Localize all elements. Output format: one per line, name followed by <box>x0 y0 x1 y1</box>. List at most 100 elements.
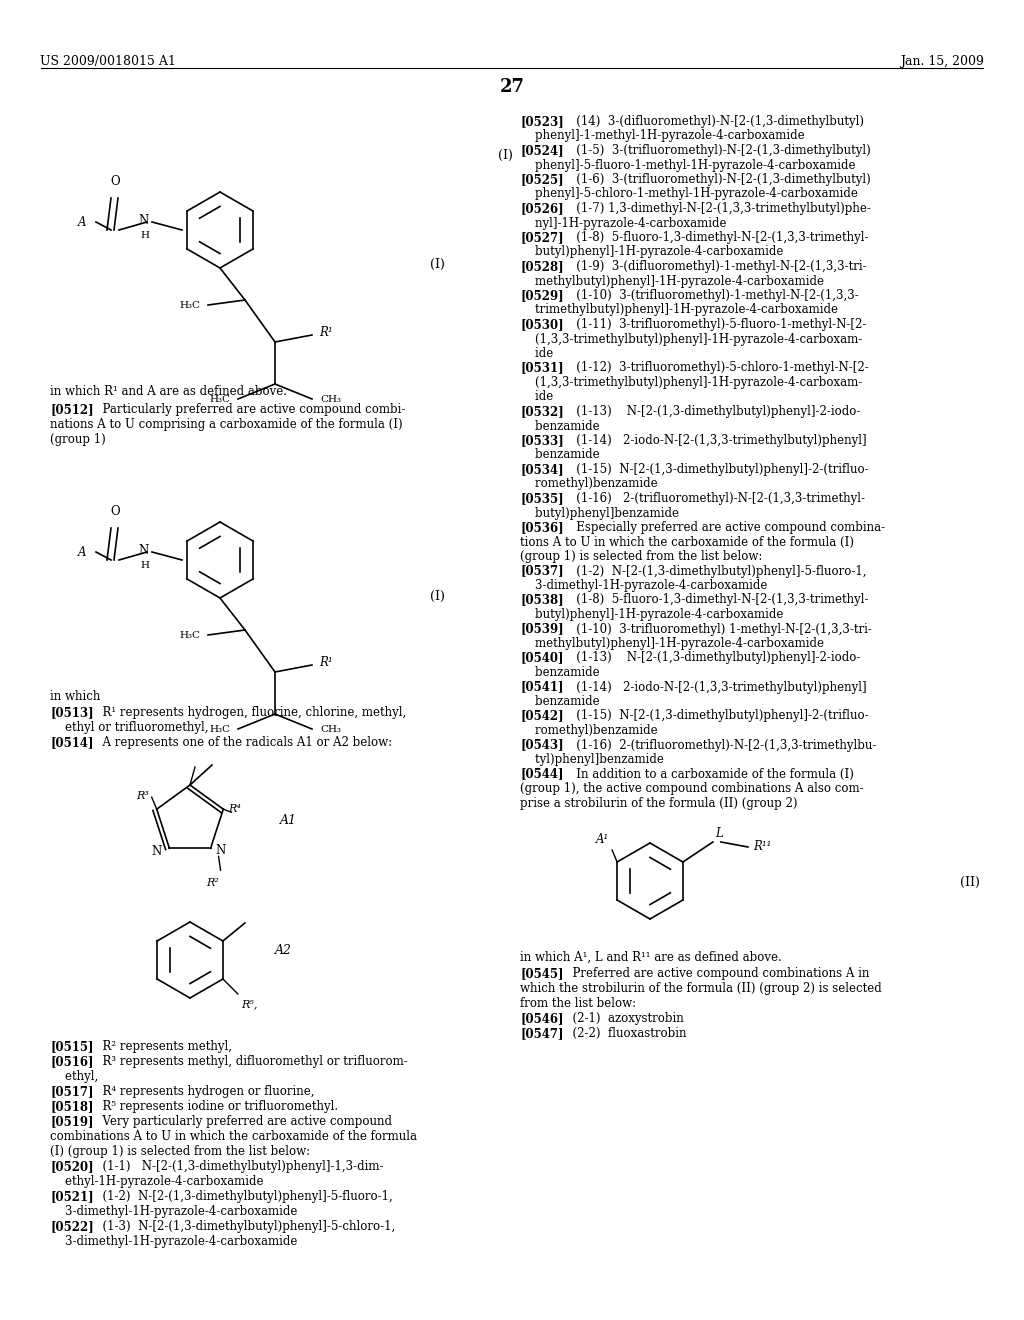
Text: O: O <box>111 176 120 187</box>
Text: A represents one of the radicals A1 or A2 below:: A represents one of the radicals A1 or A… <box>95 737 392 748</box>
Text: [0534]: [0534] <box>520 463 563 477</box>
Text: butyl)phenyl]-1H-pyrazole-4-carboxamide: butyl)phenyl]-1H-pyrazole-4-carboxamide <box>520 246 783 259</box>
Text: ethyl or trifluoromethyl,: ethyl or trifluoromethyl, <box>50 721 209 734</box>
Text: (1-16)  2-(trifluoromethyl)-N-[2-(1,3,3-trimethylbu-: (1-16) 2-(trifluoromethyl)-N-[2-(1,3,3-t… <box>565 738 877 751</box>
Text: R³: R³ <box>136 791 148 801</box>
Text: CH₃: CH₃ <box>319 725 341 734</box>
Text: ide: ide <box>520 391 553 404</box>
Text: (1-13)    N-[2-(1,3-dimethylbutyl)phenyl]-2-iodo-: (1-13) N-[2-(1,3-dimethylbutyl)phenyl]-2… <box>565 405 860 418</box>
Text: in which: in which <box>50 690 100 704</box>
Text: In addition to a carboxamide of the formula (I): In addition to a carboxamide of the form… <box>565 767 854 780</box>
Text: [0544]: [0544] <box>520 767 563 780</box>
Text: benzamide: benzamide <box>520 696 600 708</box>
Text: [0520]: [0520] <box>50 1160 93 1173</box>
Text: phenyl]-1-methyl-1H-pyrazole-4-carboxamide: phenyl]-1-methyl-1H-pyrazole-4-carboxami… <box>520 129 805 143</box>
Text: R¹: R¹ <box>319 326 333 338</box>
Text: Particularly preferred are active compound combi-: Particularly preferred are active compou… <box>95 403 406 416</box>
Text: N: N <box>216 843 226 857</box>
Text: ethyl-1H-pyrazole-4-carboxamide: ethyl-1H-pyrazole-4-carboxamide <box>50 1175 263 1188</box>
Text: [0537]: [0537] <box>520 565 563 578</box>
Text: methylbutyl)phenyl]-1H-pyrazole-4-carboxamide: methylbutyl)phenyl]-1H-pyrazole-4-carbox… <box>520 275 824 288</box>
Text: ethyl,: ethyl, <box>50 1071 98 1082</box>
Text: (group 1): (group 1) <box>50 433 105 446</box>
Text: H₃C: H₃C <box>209 395 230 404</box>
Text: [0538]: [0538] <box>520 594 563 606</box>
Text: (1-6)  3-(trifluoromethyl)-N-[2-(1,3-dimethylbutyl): (1-6) 3-(trifluoromethyl)-N-[2-(1,3-dime… <box>565 173 870 186</box>
Text: R¹: R¹ <box>319 656 333 668</box>
Text: (1-16)   2-(trifluoromethyl)-N-[2-(1,3,3-trimethyl-: (1-16) 2-(trifluoromethyl)-N-[2-(1,3,3-t… <box>565 492 865 506</box>
Text: tions A to U in which the carboxamide of the formula (I): tions A to U in which the carboxamide of… <box>520 536 854 549</box>
Text: US 2009/0018015 A1: US 2009/0018015 A1 <box>40 55 176 69</box>
Text: [0513]: [0513] <box>50 706 93 719</box>
Text: CH₃: CH₃ <box>319 395 341 404</box>
Text: [0540]: [0540] <box>520 652 563 664</box>
Text: (I): (I) <box>430 590 444 603</box>
Text: (I): (I) <box>498 149 513 162</box>
Text: phenyl]-5-fluoro-1-methyl-1H-pyrazole-4-carboxamide: phenyl]-5-fluoro-1-methyl-1H-pyrazole-4-… <box>520 158 855 172</box>
Text: (1-13)    N-[2-(1,3-dimethylbutyl)phenyl]-2-iodo-: (1-13) N-[2-(1,3-dimethylbutyl)phenyl]-2… <box>565 652 860 664</box>
Text: Very particularly preferred are active compound: Very particularly preferred are active c… <box>95 1115 392 1129</box>
Text: A: A <box>78 545 86 558</box>
Text: 3-dimethyl-1H-pyrazole-4-carboxamide: 3-dimethyl-1H-pyrazole-4-carboxamide <box>50 1236 297 1247</box>
Text: [0533]: [0533] <box>520 434 564 447</box>
Text: (1-14)   2-iodo-N-[2-(1,3,3-trimethylbutyl)phenyl]: (1-14) 2-iodo-N-[2-(1,3,3-trimethylbutyl… <box>565 681 866 693</box>
Text: Especially preferred are active compound combina-: Especially preferred are active compound… <box>565 521 885 535</box>
Text: H₃C: H₃C <box>209 725 230 734</box>
Text: (1-9)  3-(difluoromethyl)-1-methyl-N-[2-(1,3,3-tri-: (1-9) 3-(difluoromethyl)-1-methyl-N-[2-(… <box>565 260 866 273</box>
Text: romethyl)benzamide: romethyl)benzamide <box>520 478 657 491</box>
Text: [0514]: [0514] <box>50 737 93 748</box>
Text: [0532]: [0532] <box>520 405 564 418</box>
Text: (1-8)  5-fluoro-1,3-dimethyl-N-[2-(1,3,3-trimethyl-: (1-8) 5-fluoro-1,3-dimethyl-N-[2-(1,3,3-… <box>565 594 868 606</box>
Text: A: A <box>78 215 86 228</box>
Text: [0524]: [0524] <box>520 144 563 157</box>
Text: N: N <box>152 845 162 858</box>
Text: (2-2)  fluoxastrobin: (2-2) fluoxastrobin <box>565 1027 686 1040</box>
Text: combinations A to U in which the carboxamide of the formula: combinations A to U in which the carboxa… <box>50 1130 417 1143</box>
Text: methylbutyl)phenyl]-1H-pyrazole-4-carboxamide: methylbutyl)phenyl]-1H-pyrazole-4-carbox… <box>520 638 824 649</box>
Text: phenyl]-5-chloro-1-methyl-1H-pyrazole-4-carboxamide: phenyl]-5-chloro-1-methyl-1H-pyrazole-4-… <box>520 187 858 201</box>
Text: trimethylbutyl)phenyl]-1H-pyrazole-4-carboxamide: trimethylbutyl)phenyl]-1H-pyrazole-4-car… <box>520 304 838 317</box>
Text: (I): (I) <box>430 257 444 271</box>
Text: nyl]-1H-pyrazole-4-carboxamide: nyl]-1H-pyrazole-4-carboxamide <box>520 216 726 230</box>
Text: [0525]: [0525] <box>520 173 563 186</box>
Text: [0531]: [0531] <box>520 362 563 375</box>
Text: (1-7) 1,3-dimethyl-N-[2-(1,3,3-trimethylbutyl)phe-: (1-7) 1,3-dimethyl-N-[2-(1,3,3-trimethyl… <box>565 202 870 215</box>
Text: [0522]: [0522] <box>50 1220 94 1233</box>
Text: (1,3,3-trimethylbutyl)phenyl]-1H-pyrazole-4-carboxam-: (1,3,3-trimethylbutyl)phenyl]-1H-pyrazol… <box>520 333 862 346</box>
Text: (1-5)  3-(trifluoromethyl)-N-[2-(1,3-dimethylbutyl): (1-5) 3-(trifluoromethyl)-N-[2-(1,3-dime… <box>565 144 870 157</box>
Text: (14)  3-(difluoromethyl)-N-[2-(1,3-dimethylbutyl): (14) 3-(difluoromethyl)-N-[2-(1,3-dimeth… <box>565 115 864 128</box>
Text: H₃C: H₃C <box>179 301 200 309</box>
Text: Jan. 15, 2009: Jan. 15, 2009 <box>900 55 984 69</box>
Text: (1-11)  3-trifluoromethyl)-5-fluoro-1-methyl-N-[2-: (1-11) 3-trifluoromethyl)-5-fluoro-1-met… <box>565 318 866 331</box>
Text: [0536]: [0536] <box>520 521 563 535</box>
Text: A1: A1 <box>280 813 297 826</box>
Text: in which A¹, L and R¹¹ are as defined above.: in which A¹, L and R¹¹ are as defined ab… <box>520 950 781 964</box>
Text: romethyl)benzamide: romethyl)benzamide <box>520 723 657 737</box>
Text: (group 1) is selected from the list below:: (group 1) is selected from the list belo… <box>520 550 763 564</box>
Text: (1-10)  3-(trifluoromethyl)-1-methyl-N-[2-(1,3,3-: (1-10) 3-(trifluoromethyl)-1-methyl-N-[2… <box>565 289 859 302</box>
Text: 3-dimethyl-1H-pyrazole-4-carboxamide: 3-dimethyl-1H-pyrazole-4-carboxamide <box>50 1205 297 1218</box>
Text: [0529]: [0529] <box>520 289 563 302</box>
Text: in which R¹ and A are as defined above.: in which R¹ and A are as defined above. <box>50 385 287 399</box>
Text: R³ represents methyl, difluoromethyl or trifluorom-: R³ represents methyl, difluoromethyl or … <box>95 1055 408 1068</box>
Text: (1-10)  3-trifluoromethyl) 1-methyl-N-[2-(1,3,3-tri-: (1-10) 3-trifluoromethyl) 1-methyl-N-[2-… <box>565 623 871 635</box>
Text: A¹: A¹ <box>596 833 609 846</box>
Text: Preferred are active compound combinations A in: Preferred are active compound combinatio… <box>565 968 869 979</box>
Text: 3-dimethyl-1H-pyrazole-4-carboxamide: 3-dimethyl-1H-pyrazole-4-carboxamide <box>520 579 767 591</box>
Text: R⁵,: R⁵, <box>241 999 257 1008</box>
Text: [0521]: [0521] <box>50 1191 93 1203</box>
Text: butyl)phenyl]benzamide: butyl)phenyl]benzamide <box>520 507 679 520</box>
Text: R² represents methyl,: R² represents methyl, <box>95 1040 232 1053</box>
Text: O: O <box>111 506 120 517</box>
Text: tyl)phenyl]benzamide: tyl)phenyl]benzamide <box>520 752 664 766</box>
Text: [0535]: [0535] <box>520 492 563 506</box>
Text: [0543]: [0543] <box>520 738 563 751</box>
Text: benzamide: benzamide <box>520 667 600 678</box>
Text: butyl)phenyl]-1H-pyrazole-4-carboxamide: butyl)phenyl]-1H-pyrazole-4-carboxamide <box>520 609 783 620</box>
Text: [0517]: [0517] <box>50 1085 93 1098</box>
Text: (1-3)  N-[2-(1,3-dimethylbutyl)phenyl]-5-chloro-1,: (1-3) N-[2-(1,3-dimethylbutyl)phenyl]-5-… <box>95 1220 395 1233</box>
Text: ide: ide <box>520 347 553 360</box>
Text: [0512]: [0512] <box>50 403 93 416</box>
Text: [0545]: [0545] <box>520 968 563 979</box>
Text: (1-2)  N-[2-(1,3-dimethylbutyl)phenyl]-5-fluoro-1,: (1-2) N-[2-(1,3-dimethylbutyl)phenyl]-5-… <box>95 1191 393 1203</box>
